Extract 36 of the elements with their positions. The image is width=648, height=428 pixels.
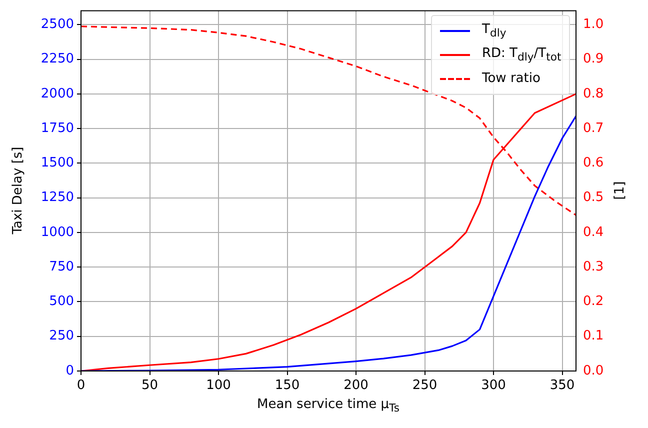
x-tick-label: 200 [344, 378, 368, 394]
x-tick-label: 100 [206, 378, 231, 394]
y-tick-label: 1000 [40, 224, 74, 240]
y2-tick-label: 0.7 [583, 120, 604, 136]
y-tick-label: 1500 [40, 156, 74, 171]
y-tick-label: 750 [49, 259, 74, 274]
legend-label: RD: T$_{dly}$/T$_{tot}$ [482, 46, 562, 64]
x-tick-label: 0 [76, 378, 86, 394]
y2-tick-label: 0.6 [583, 156, 604, 171]
y2-tick-label: 0.1 [583, 328, 604, 344]
y2-axis-title: [1] [612, 182, 628, 200]
y-axis-title: Taxi Delay [s] [10, 147, 26, 235]
y-tick-label: 0 [66, 363, 74, 378]
y-tick-label: 1250 [40, 190, 74, 206]
y2-tick-label: 0.4 [583, 224, 604, 240]
legend-label: Tow ratio [482, 71, 540, 86]
x-tick-label: 350 [550, 378, 575, 394]
x-axis-title: Mean service time μ$_{Ts}$ [257, 397, 400, 415]
y2-tick-label: 0.2 [583, 294, 604, 310]
x-tick-label: 150 [274, 378, 300, 394]
y2-tick-label: 0.0 [583, 363, 604, 378]
x-tick-label: 50 [141, 378, 158, 394]
y-tick-label: 2000 [40, 86, 74, 102]
y-tick-label: 1750 [40, 120, 74, 136]
y2-tick-label: 0.5 [583, 190, 604, 206]
y2-tick-label: 0.9 [583, 52, 604, 67]
y2-tick-label: 0.8 [583, 86, 604, 102]
y-tick-label: 2250 [40, 52, 74, 67]
x-tick-label: 300 [481, 378, 506, 394]
y2-tick-label: 0.3 [583, 259, 604, 274]
y-tick-label: 500 [49, 294, 74, 310]
y-tick-label: 250 [49, 328, 74, 344]
y2-tick-label: 1.0 [583, 17, 604, 32]
y-tick-label: 2500 [40, 17, 74, 32]
legend-label: T$_{dly}$ [482, 22, 506, 40]
x-tick-label: 250 [412, 378, 438, 394]
